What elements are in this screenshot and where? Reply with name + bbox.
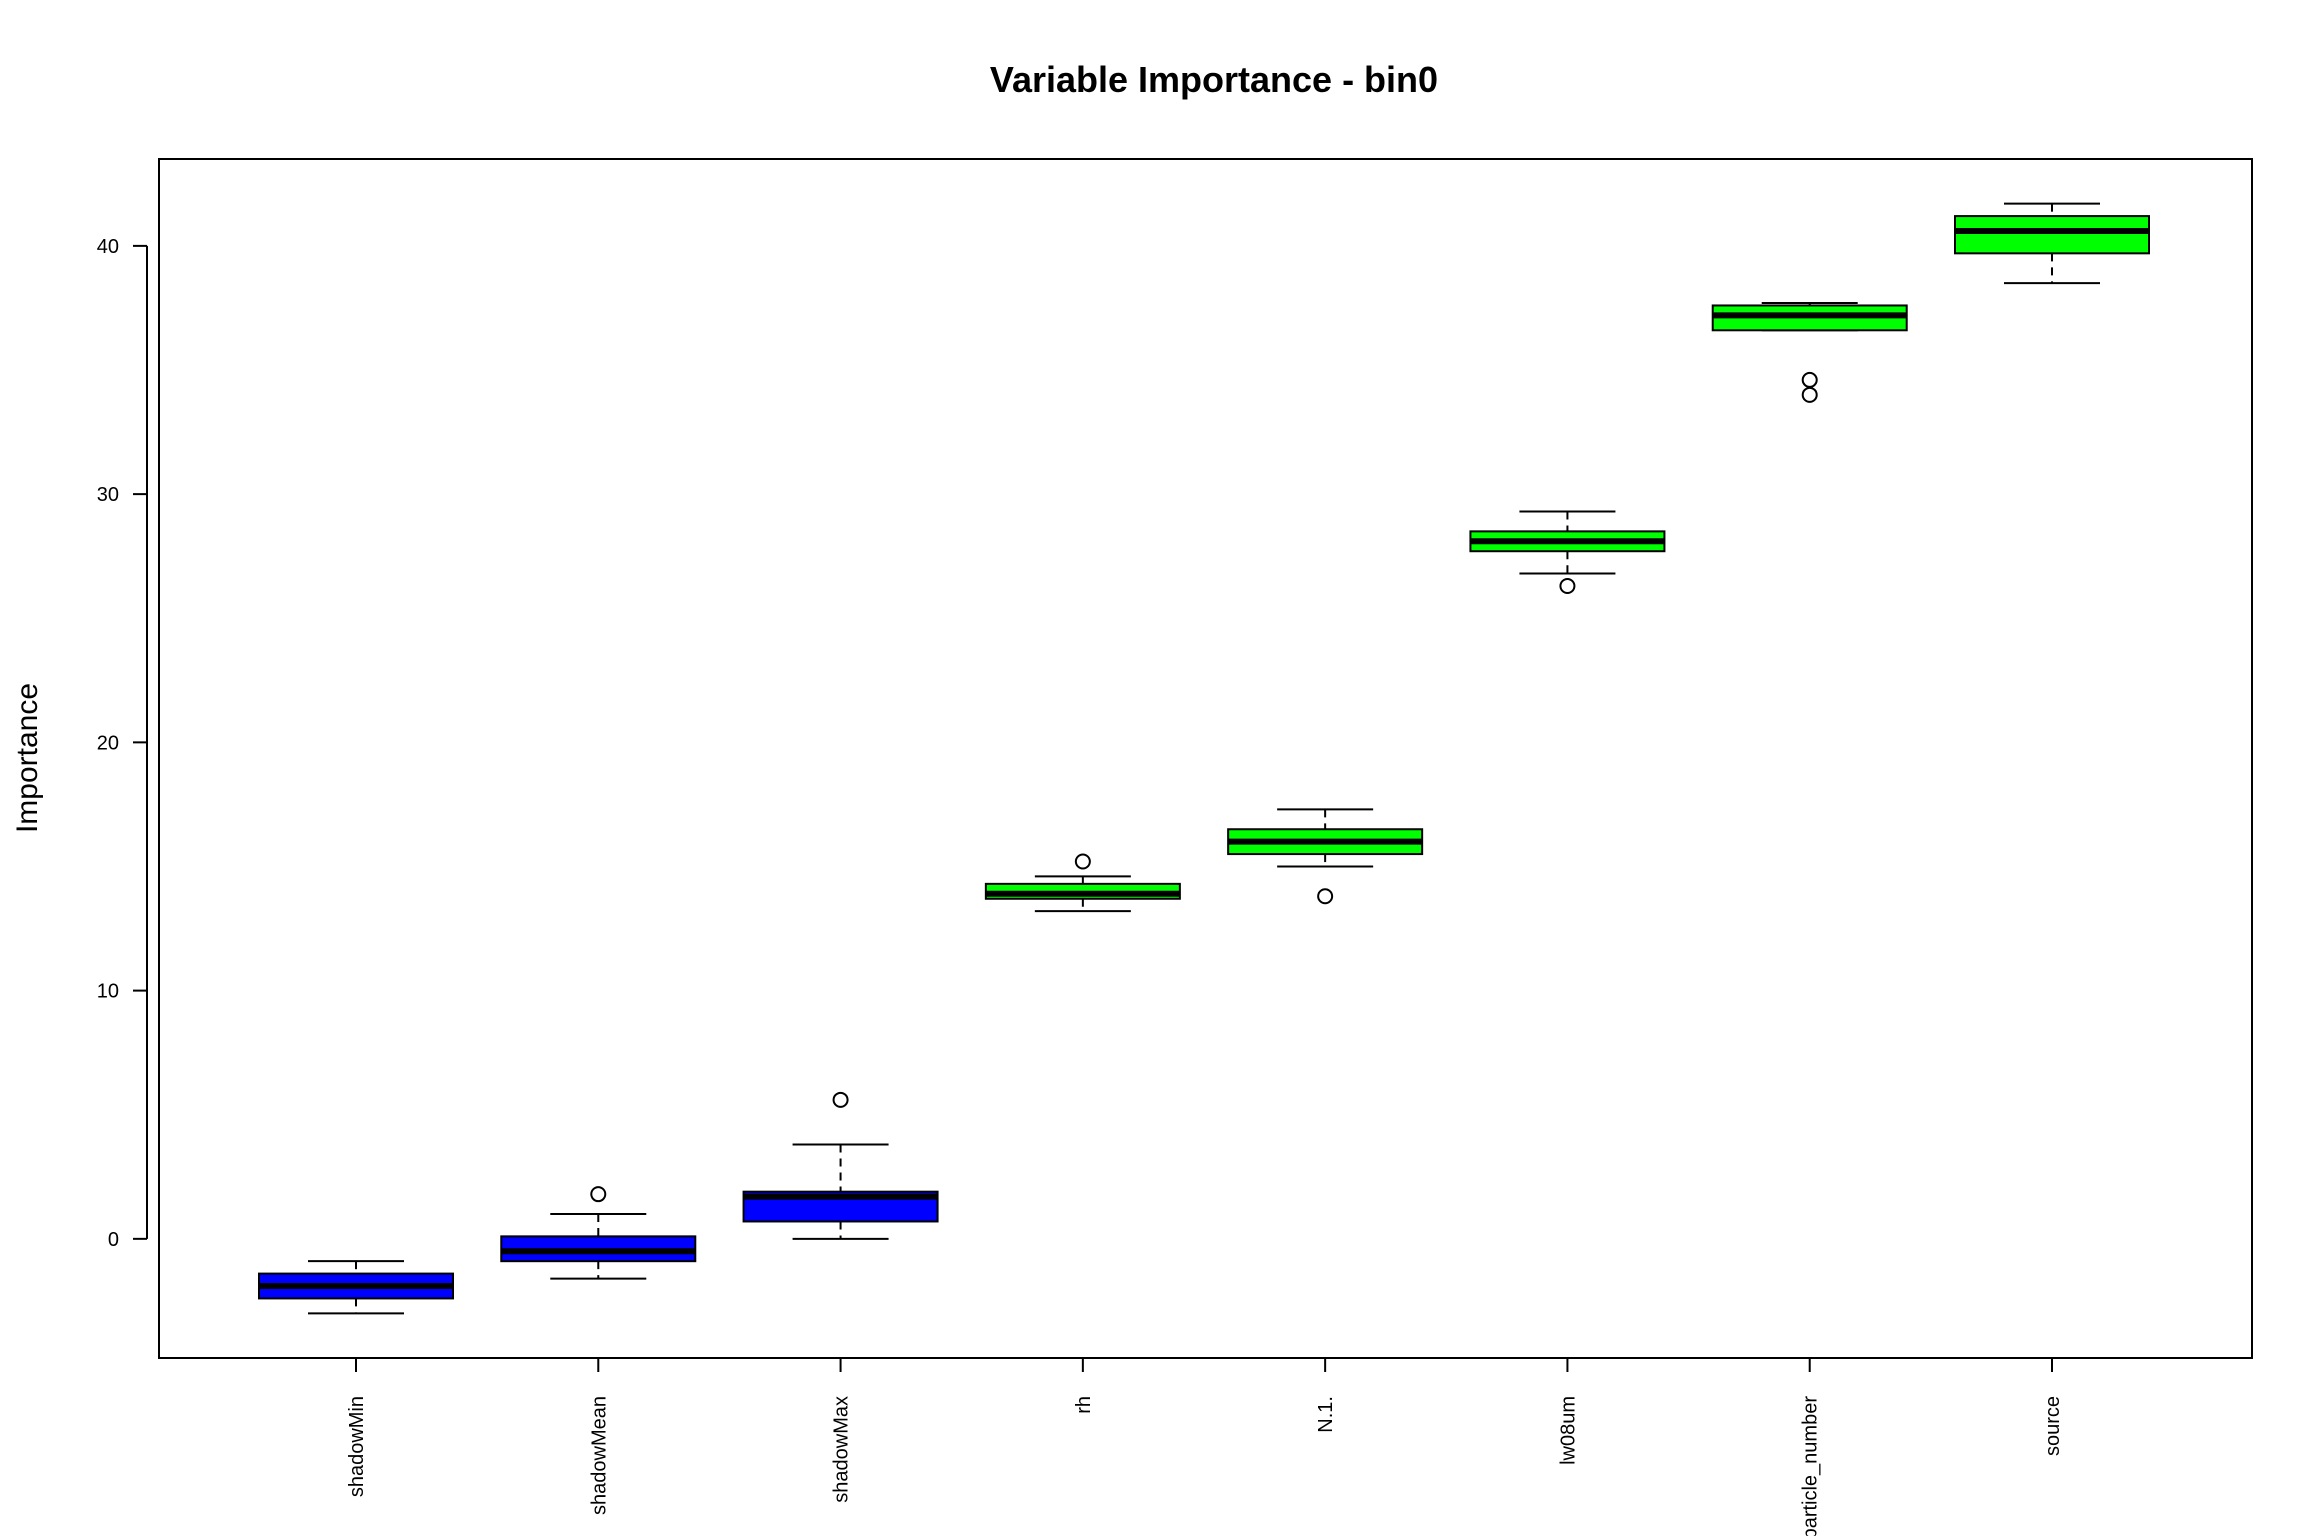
box-series — [258, 202, 2150, 1315]
x-tick-label: N.1. — [1315, 1396, 1337, 1433]
y-tick-label: 30 — [97, 484, 119, 506]
x-tick-label: shadowMax — [831, 1396, 853, 1503]
box-particle-number — [1711, 301, 1908, 403]
box-body — [1954, 215, 2150, 255]
y-axis: 0 10 20 30 40 — [97, 236, 148, 1251]
outlier-point — [832, 1091, 849, 1108]
box-shadowmean — [500, 1186, 697, 1280]
outlier-point — [1317, 888, 1334, 905]
box-shadowmin — [258, 1260, 454, 1315]
x-axis: shadowMin shadowMean shadowMax rh N.1. lw08um… — [346, 1357, 2064, 1536]
x-tick-label: shadowMin — [346, 1396, 368, 1497]
box-source — [1954, 202, 2150, 285]
plot-area-frame — [158, 158, 2253, 1359]
box-rh — [984, 853, 1181, 913]
y-tick-label: 40 — [97, 236, 119, 258]
outlier-point — [1074, 853, 1091, 870]
box-n-1 — [1227, 808, 1424, 905]
y-tick-label: 10 — [97, 981, 119, 1003]
y-tick-label: 0 — [108, 1229, 119, 1251]
box-shadowmax — [742, 1091, 939, 1240]
chart-title: Variable Importance - bin0 — [990, 59, 1438, 100]
x-tick-label: rh — [1073, 1396, 1095, 1414]
x-tick-label: source — [2042, 1396, 2064, 1456]
box-lw08um — [1469, 510, 1666, 594]
y-axis-title: Importance — [11, 683, 44, 833]
outlier-point — [590, 1186, 607, 1203]
outlier-point — [1801, 371, 1818, 388]
outlier-point — [1559, 577, 1576, 594]
x-tick-label: shadowMean — [588, 1396, 610, 1515]
y-tick-label: 20 — [97, 732, 119, 754]
x-tick-label: _particle_number — [1800, 1396, 1822, 1536]
x-tick-label: lw08um — [1557, 1396, 1579, 1465]
outlier-point — [1801, 386, 1818, 403]
